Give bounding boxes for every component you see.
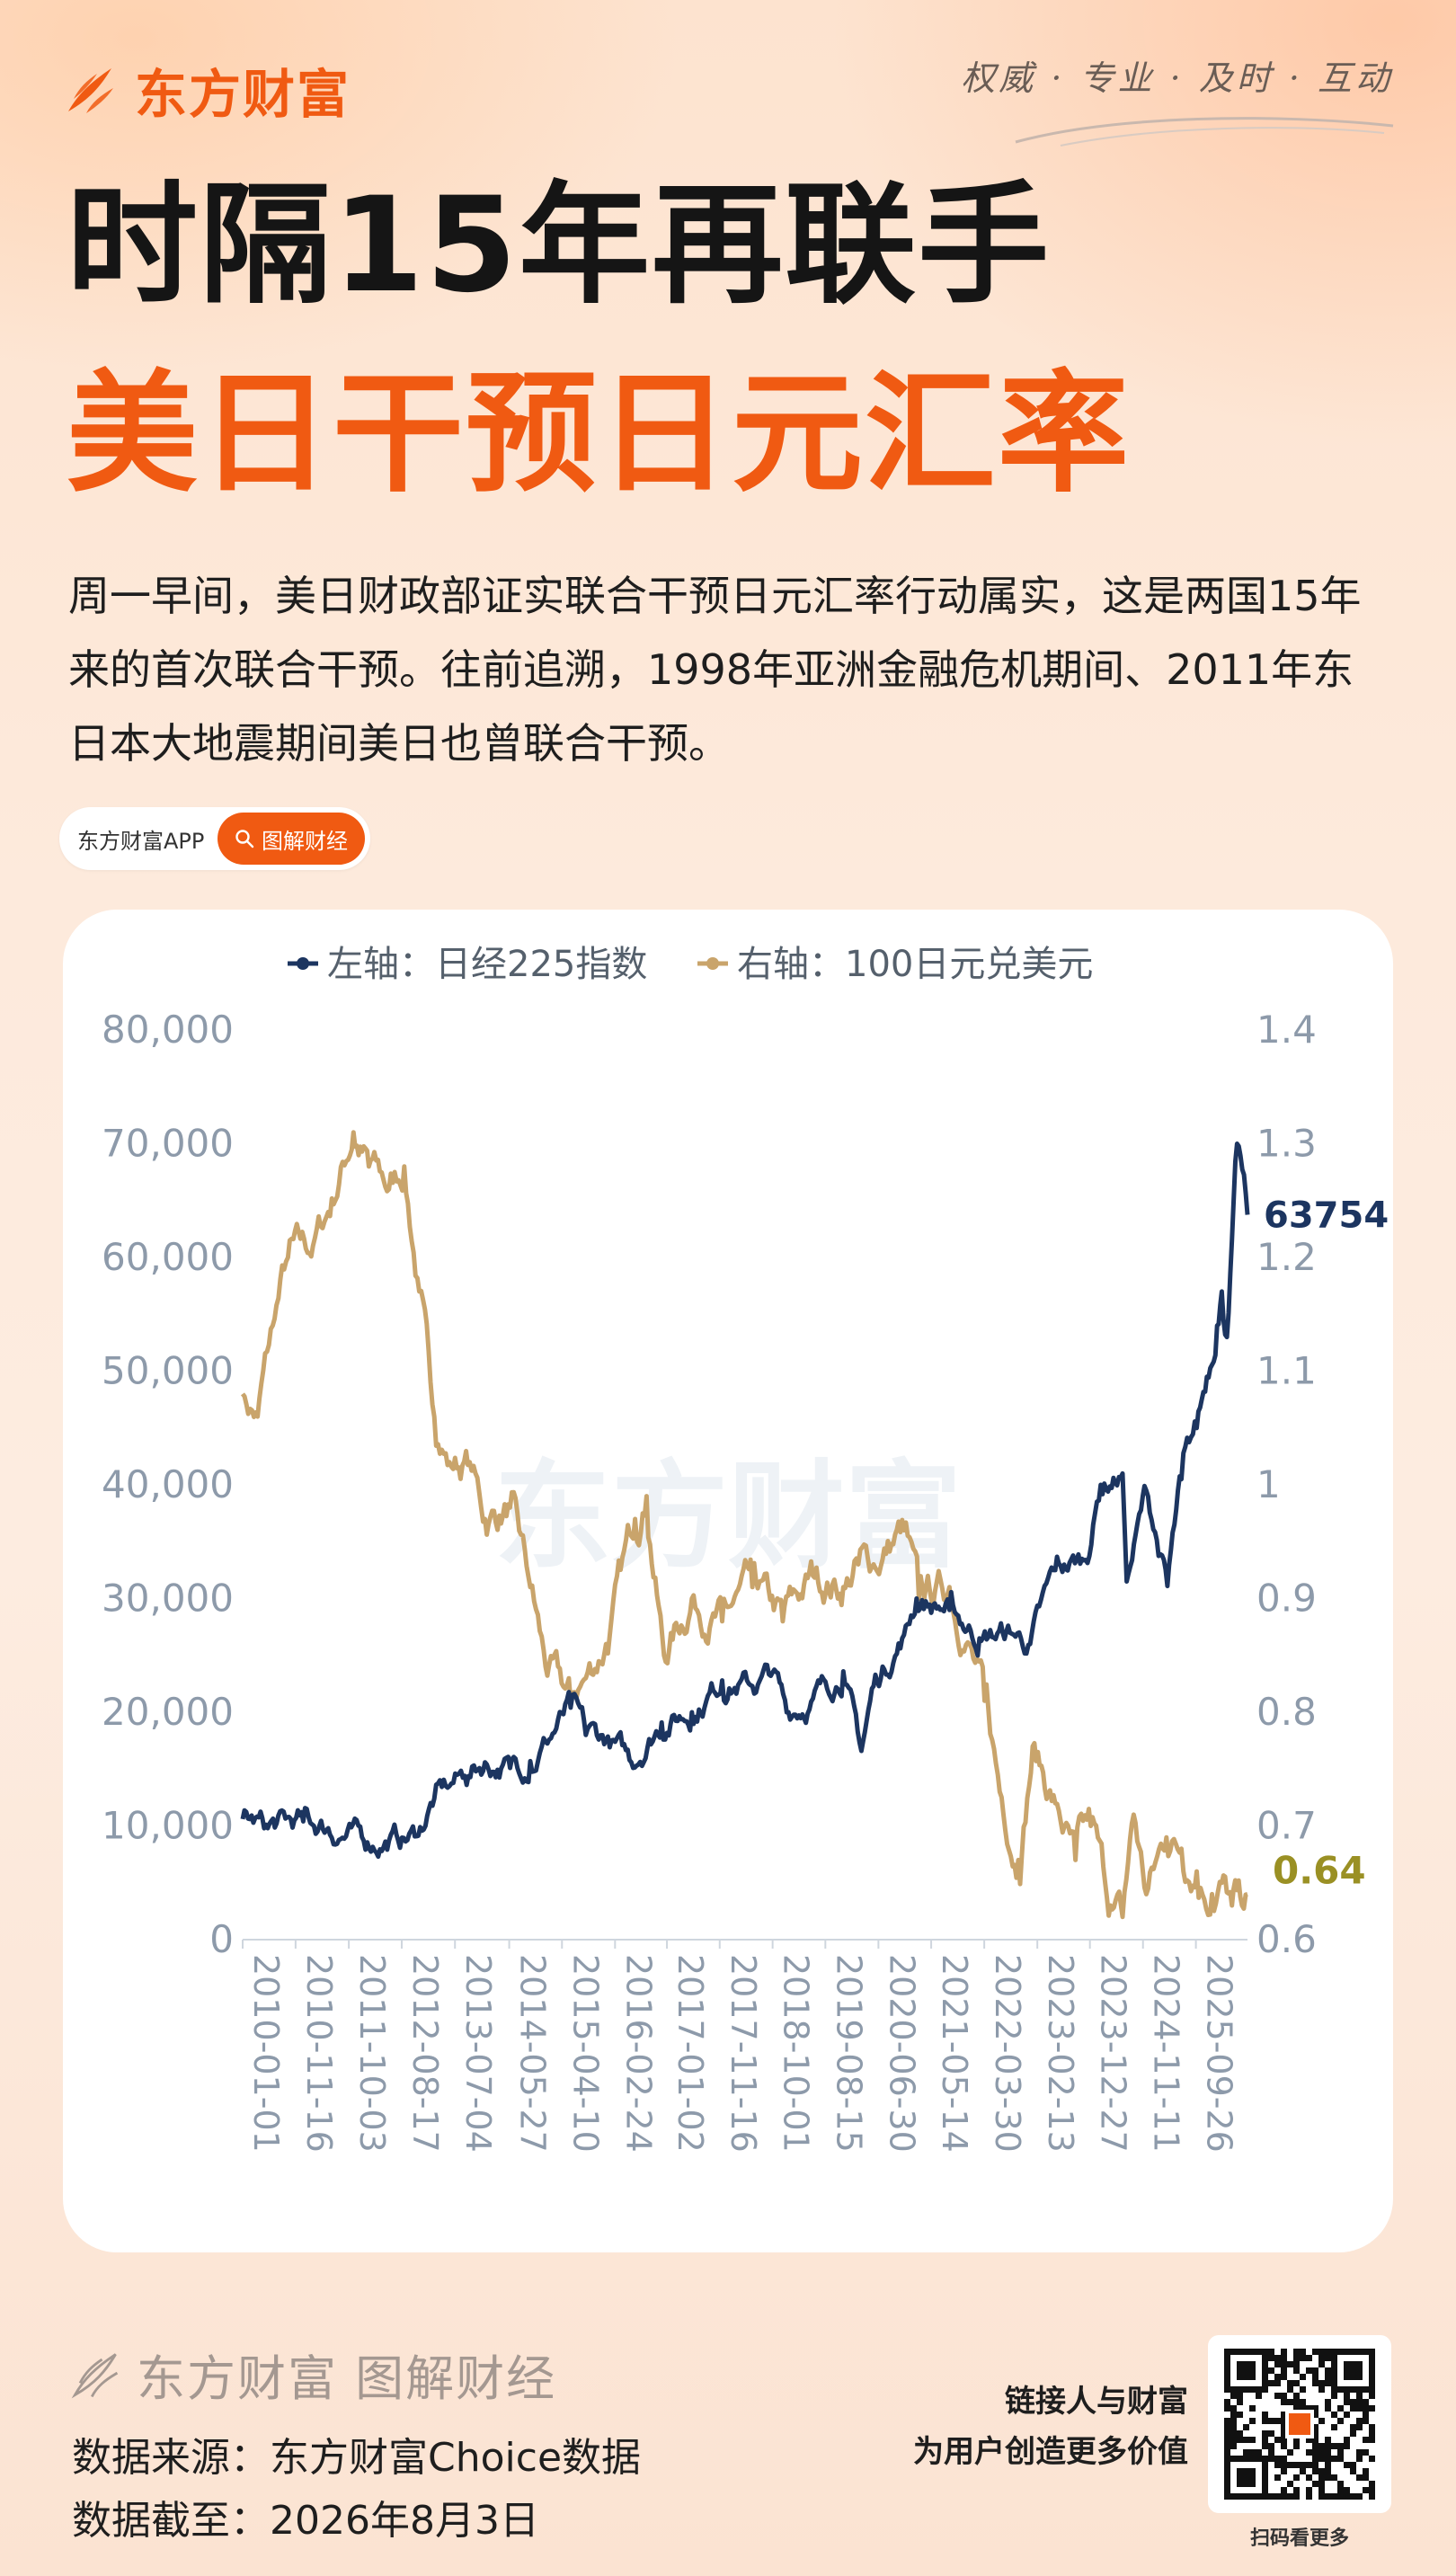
brand-name: 东方财富 [135,64,351,125]
x-tick-label: 2014-05-27 [513,1954,553,2153]
x-tick-label: 2021-05-14 [935,1954,974,2153]
y-right-tick-label: 0.7 [1256,1804,1317,1848]
chart-card: 东方财富 左轴：日经225指数 右轴：100日元兑美元 0 10,000 20,000 30… [63,910,1393,2252]
legend-label-nikkei: 左轴：日经225指数 [327,944,647,985]
y-right-tick-label: 1 [1256,1462,1281,1506]
dual-axis-line-chart: 东方财富 左轴：日经225指数 右轴：100日元兑美元 0 10,000 20,000 30… [102,944,1389,2153]
watermark-text: 东方财富 [494,1448,962,1585]
tag-button[interactable]: 图解财经 [218,813,365,865]
page-title-line-1: 时隔15年再联手 [67,169,1052,322]
x-tick-label: 2017-11-16 [724,1954,763,2153]
y-left-tick-label: 20,000 [102,1690,234,1734]
y-left-tick-label: 60,000 [102,1235,234,1279]
y-right-tick-label: 0.9 [1256,1577,1317,1621]
x-tick-label: 2015-04-10 [565,1954,605,2153]
page-title-line-2: 美日干预日元汇率 [67,358,1131,511]
intro-paragraph: 周一早间，美日财政部证实联合干预日元汇率行动属实，这是两国15年来的首次联合干预… [68,572,1362,768]
x-tick-label: 2017-01-02 [670,1954,710,2153]
qr-code-icon [1224,2349,1375,2500]
y-right-tick-label: 1.2 [1256,1235,1317,1279]
series-line-nikkei [240,1141,1250,1860]
qr-code[interactable] [1208,2335,1391,2513]
date-line: 数据截至：2026年8月3日 [72,2498,539,2544]
x-tick-label: 2018-10-01 [777,1954,816,2153]
tagline-line-1: 链接人与财富 [1005,2384,1188,2420]
y-left-tick-label: 10,000 [102,1804,234,1848]
brand-header: 东方财富 [59,52,351,128]
legend-label-yen: 右轴：100日元兑美元 [737,944,1093,985]
x-tick-label: 2019-08-15 [829,1954,868,2153]
y-left-tick-label: 30,000 [102,1577,234,1621]
footer-source: 数据来源：东方财富Choice数据 数据截至：2026年8月3日 [72,2427,641,2553]
search-icon [235,830,254,848]
background-glow-left [0,0,683,378]
y-right-tick-label: 0.8 [1256,1690,1317,1734]
source-line: 数据来源：东方财富Choice数据 [72,2435,642,2481]
slogan-swoosh-decoration [1015,117,1394,147]
flame-logo-icon [68,68,113,113]
x-tick-label: 2020-06-30 [882,1954,921,2153]
tagline-line-2: 为用户创造更多价值 [913,2434,1188,2470]
footer-flame-icon [71,2352,119,2398]
x-tick-label: 2023-02-13 [1041,1954,1080,2153]
y-left-tick-label: 0 [209,1917,234,1961]
legend-marker-yen [706,957,719,970]
x-tick-label: 2022-03-30 [988,1954,1027,2153]
x-tick-label: 2025-09-26 [1200,1954,1239,2153]
footer-tagline: 链接人与财富 为用户创造更多价值 [913,2376,1188,2477]
y-right-tick-label: 1.1 [1256,1349,1317,1393]
tag-button-label: 图解财经 [262,828,348,854]
x-tick-label: 2010-01-01 [246,1954,286,2153]
y-right-tick-label: 0.6 [1256,1917,1317,1961]
tag-app-name: 东方财富APP [77,828,205,854]
legend-marker-nikkei [297,957,309,970]
y-right-tick-label: 1.3 [1256,1122,1317,1166]
series-line-yen [240,1130,1248,1920]
x-tick-label: 2016-02-24 [618,1954,658,2153]
end-label-nikkei: 63754 [1264,1195,1389,1237]
y-left-tick-label: 50,000 [102,1349,234,1393]
footer-logo: 东方财富 图解财经 [67,2339,556,2410]
y-right-tick-label: 1.4 [1256,1008,1317,1052]
brand-slogan: 权威 · 专业 · 及时 · 互动 [961,58,1393,98]
x-tick-label: 2012-08-17 [405,1954,445,2153]
x-tick-label: 2011-10-03 [352,1954,392,2153]
footer-logo-text: 东方财富 图解财经 [137,2350,557,2407]
tag-pill[interactable]: 东方财富APP 图解财经 [59,807,370,870]
qr-caption: 扫码看更多 [1249,2527,1349,2550]
x-tick-label: 2023-12-27 [1094,1954,1133,2153]
y-left-tick-label: 70,000 [102,1122,234,1166]
x-tick-label: 2024-11-11 [1147,1954,1186,2153]
x-tick-label: 2013-07-04 [458,1954,498,2153]
end-label-yen: 0.64 [1273,1848,1366,1892]
y-left-tick-label: 80,000 [102,1008,234,1052]
background-glow-right [827,0,1456,449]
y-left-tick-label: 40,000 [102,1462,234,1506]
x-tick-label: 2010-11-16 [299,1954,339,2153]
